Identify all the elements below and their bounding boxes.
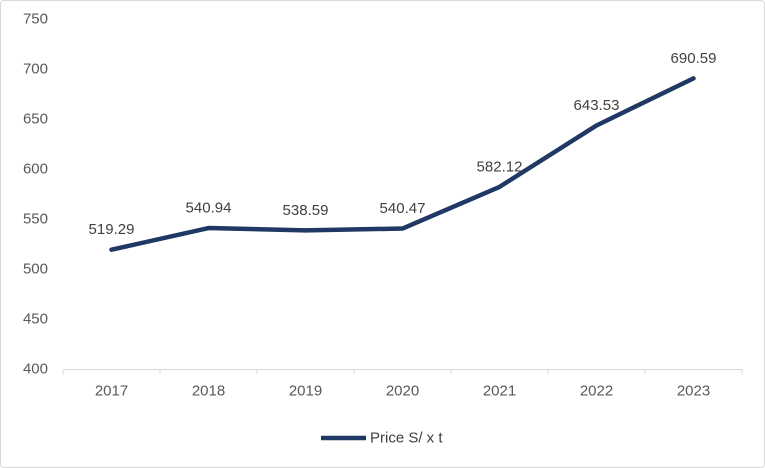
x-axis-tick-label: 2017 — [95, 383, 128, 400]
x-axis-tick-label: 2023 — [677, 383, 710, 400]
legend-label: Price S/ x t — [370, 430, 443, 447]
y-axis: 400 450 500 550 600 650 700 750 — [23, 11, 48, 378]
y-axis-tick-label: 550 — [23, 211, 48, 228]
data-labels-group: 519.29 540.94 538.59 540.47 582.12 643.53 690.… — [89, 50, 717, 238]
price-series-line — [109, 76, 696, 252]
y-axis-tick-label: 700 — [23, 61, 48, 78]
y-axis-tick-label: 650 — [23, 111, 48, 128]
x-axis-tick-label: 2019 — [289, 383, 322, 400]
y-axis-tick-label: 750 — [23, 11, 48, 28]
legend: Price S/ x t — [321, 430, 443, 447]
x-axis-tick-label: 2020 — [386, 383, 419, 400]
data-label: 540.47 — [380, 200, 426, 217]
y-axis-tick-label: 400 — [23, 361, 48, 378]
y-axis-tick-label: 450 — [23, 311, 48, 328]
x-axis-tick-label: 2022 — [580, 383, 613, 400]
y-axis-tick-label: 600 — [23, 161, 48, 178]
y-axis-tick-label: 500 — [23, 261, 48, 278]
data-label: 538.59 — [283, 202, 329, 219]
data-label: 690.59 — [671, 50, 717, 67]
data-label: 519.29 — [89, 221, 135, 238]
data-label: 643.53 — [574, 97, 620, 114]
x-axis-tick-label: 2018 — [192, 383, 225, 400]
x-axis-line — [62, 369, 743, 375]
x-axis-tick-label: 2021 — [483, 383, 516, 400]
data-label: 582.12 — [477, 158, 523, 175]
x-axis: 2017 2018 2019 2020 2021 2022 2023 — [95, 383, 710, 400]
data-label: 540.94 — [186, 200, 232, 217]
